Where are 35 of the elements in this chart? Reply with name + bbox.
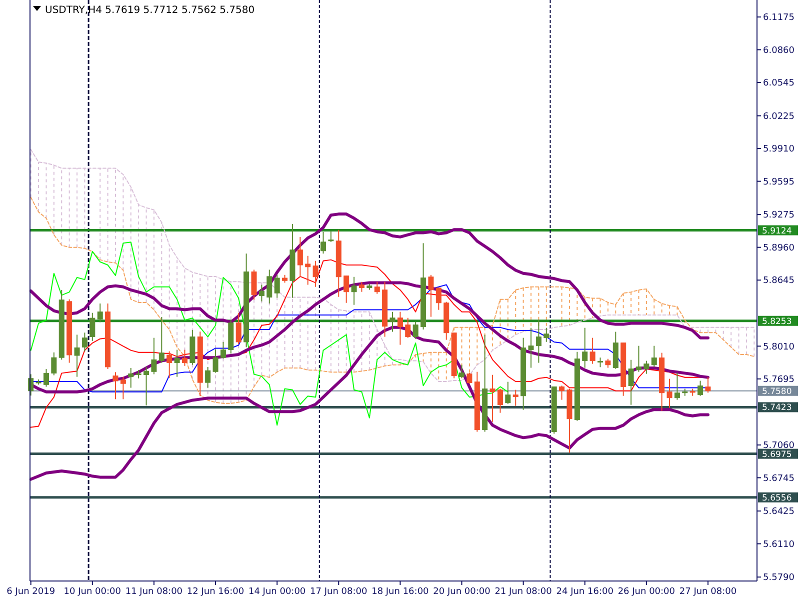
- y-tick-label: 5.9910: [763, 144, 795, 155]
- y-tick-label: 5.8010: [763, 342, 795, 352]
- y-tick-label: 6.1175: [763, 13, 794, 24]
- ref-line-label: 5.7423: [762, 403, 792, 414]
- y-tick-label: 5.7060: [763, 441, 795, 452]
- ref-line-label: 5.9124: [762, 226, 792, 236]
- y-tick-label: 5.9275: [763, 210, 794, 221]
- y-tick-label: 5.5790: [763, 573, 795, 584]
- y-tick-label: 6.0225: [763, 112, 794, 122]
- y-tick-label: 5.6110: [763, 540, 795, 550]
- x-tick-label: 18 Jun 16:00: [372, 587, 430, 597]
- x-tick-label: 14 Jun 00:00: [248, 587, 306, 597]
- y-tick-label: 5.9595: [763, 177, 794, 188]
- x-tick-label: 27 Jun 08:00: [679, 587, 737, 597]
- y-tick-label: 5.7695: [763, 375, 794, 386]
- x-tick-label: 20 Jun 00:00: [433, 587, 491, 597]
- ref-line-label: 5.8253: [762, 316, 792, 327]
- y-tick-label: 5.8645: [763, 276, 794, 286]
- x-tick-label: 10 Jun 00:00: [64, 587, 122, 597]
- y-tick-label: 6.0545: [763, 78, 794, 89]
- y-tick-label: 5.6745: [763, 474, 794, 484]
- ref-line-label: 5.7580: [762, 386, 792, 397]
- y-tick-label: 5.6425: [763, 507, 794, 518]
- ref-line-label: 5.6975: [762, 450, 792, 460]
- ref-line-label: 5.6556: [762, 493, 792, 504]
- x-tick-label: 17 Jun 08:00: [310, 587, 368, 597]
- x-tick-label: 21 Jun 08:00: [494, 587, 552, 597]
- x-tick-label: 24 Jun 16:00: [556, 587, 614, 597]
- y-tick-label: 5.8960: [763, 243, 795, 254]
- x-tick-label: 12 Jun 16:00: [186, 587, 244, 597]
- x-tick-label: 11 Jun 08:00: [125, 587, 183, 597]
- y-tick-label: 6.0860: [763, 46, 795, 56]
- x-tick-label: 26 Jun 00:00: [618, 587, 676, 597]
- x-tick-label: 6 Jun 2019: [6, 587, 56, 597]
- text: USDTRY,H4 5.7619 5.7712 5.7562 5.7580: [45, 5, 255, 16]
